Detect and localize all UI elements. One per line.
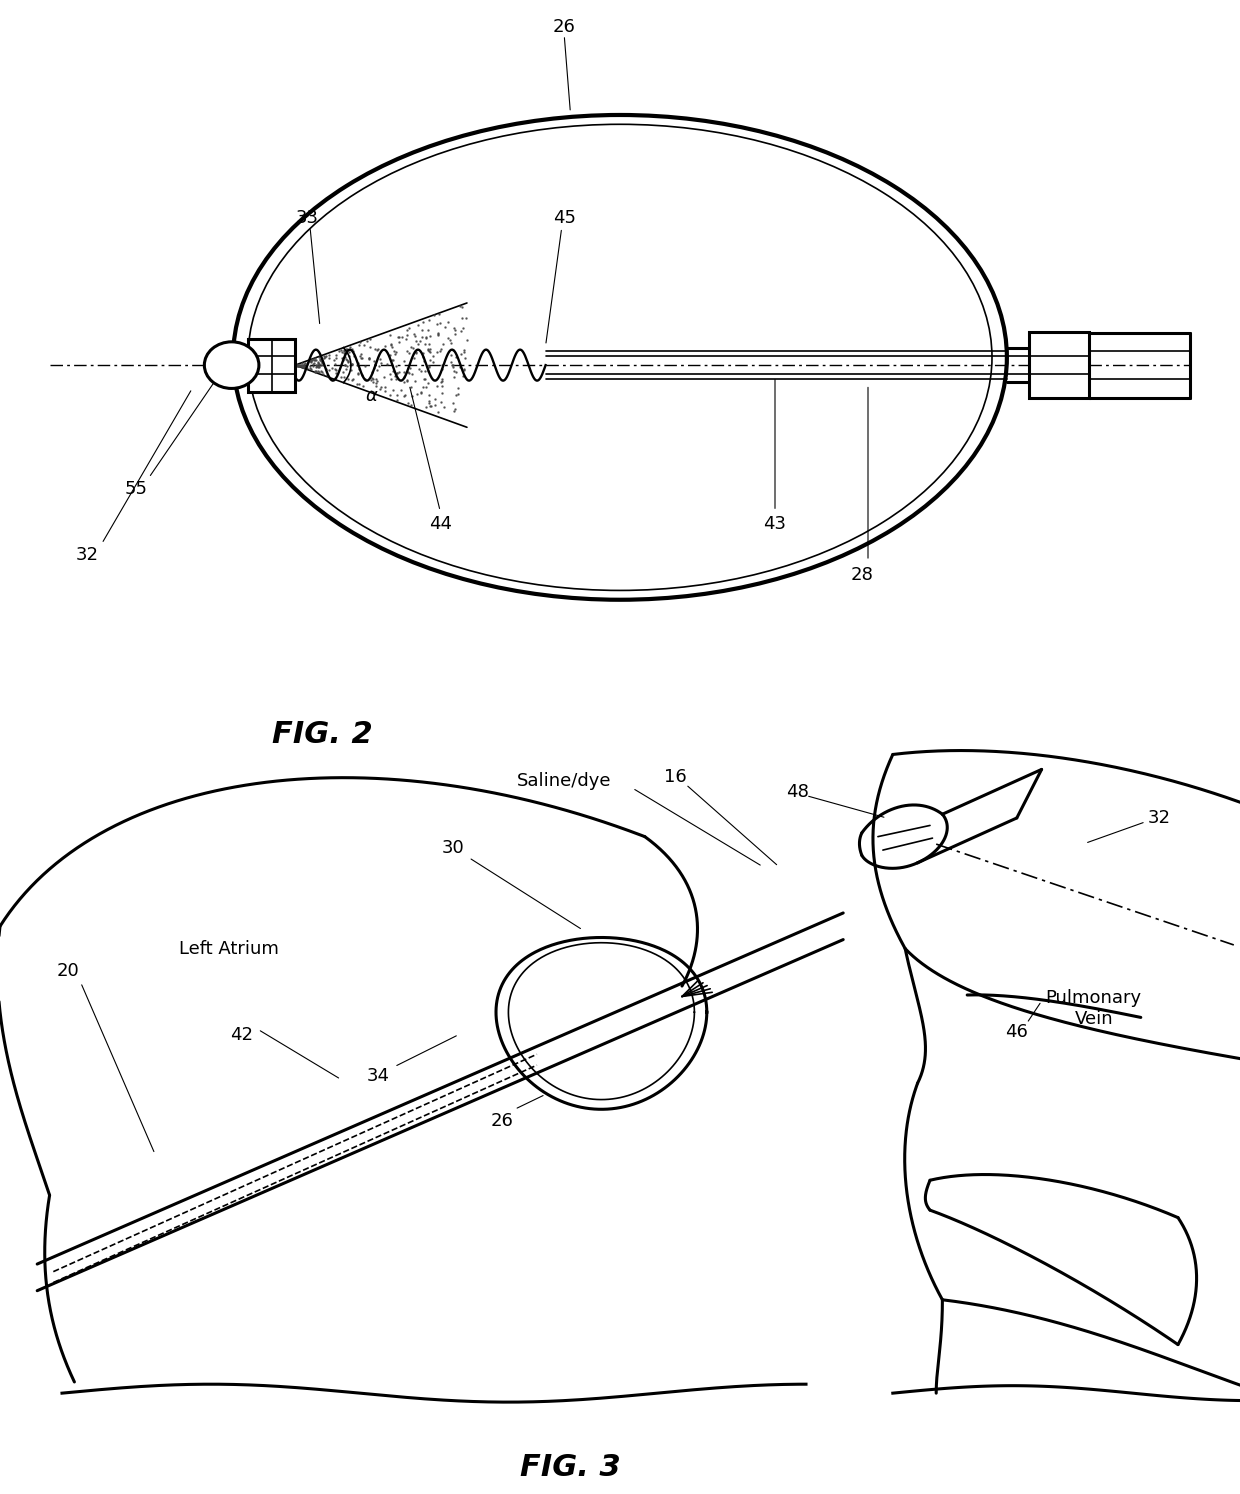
Ellipse shape (205, 342, 259, 388)
Text: 26: 26 (491, 1112, 513, 1129)
Text: 34: 34 (367, 1067, 389, 1085)
Bar (1029, 332, 1089, 397)
Text: Saline/dye: Saline/dye (517, 771, 611, 790)
Text: 28: 28 (851, 566, 873, 584)
Text: 48: 48 (786, 783, 808, 801)
Text: $\alpha$: $\alpha$ (366, 387, 378, 405)
Text: 30: 30 (441, 838, 464, 858)
Text: 32: 32 (76, 547, 98, 565)
Bar (248, 339, 295, 391)
Text: 43: 43 (764, 515, 786, 533)
Text: 45: 45 (553, 209, 575, 227)
Text: 46: 46 (1006, 1023, 1028, 1041)
Text: 44: 44 (429, 515, 451, 533)
Text: 20: 20 (57, 962, 79, 980)
Text: Left Atrium: Left Atrium (180, 940, 279, 958)
Text: Pulmonary
Vein: Pulmonary Vein (1045, 989, 1142, 1028)
Text: 26: 26 (553, 18, 575, 36)
Text: FIG. 2: FIG. 2 (272, 720, 373, 748)
Text: 42: 42 (231, 1025, 253, 1044)
Text: 55: 55 (125, 481, 148, 499)
Text: 16: 16 (665, 768, 687, 786)
Text: 33: 33 (296, 209, 319, 227)
Text: 32: 32 (1148, 808, 1171, 828)
Text: FIG. 3: FIG. 3 (520, 1454, 621, 1482)
